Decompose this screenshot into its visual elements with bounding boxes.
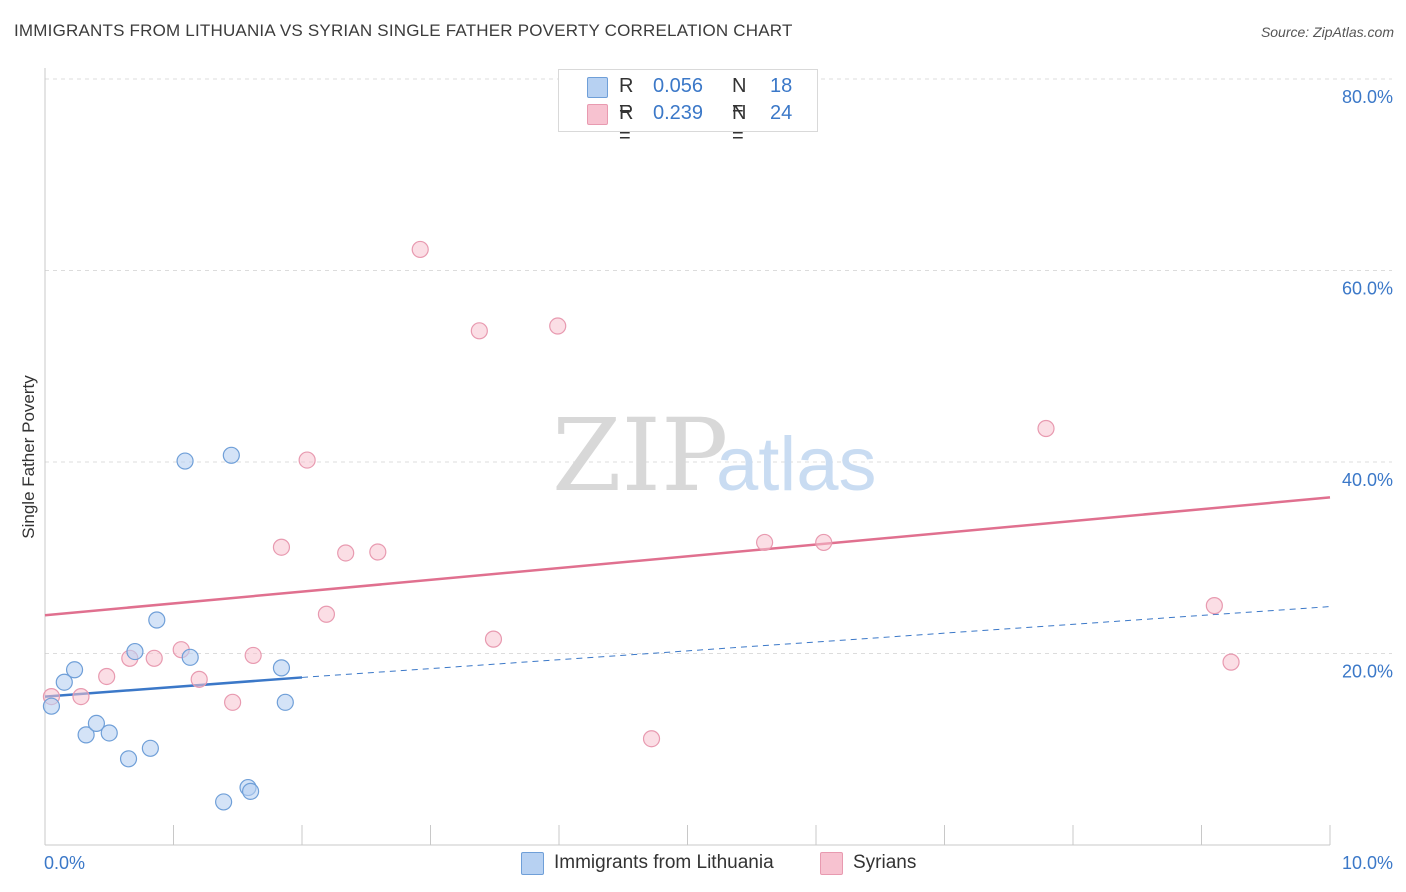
y-tick-label: 20.0% (1342, 662, 1393, 682)
trend-layer (44, 496, 1331, 698)
point-syrians (145, 649, 163, 667)
point-syrians (642, 730, 661, 748)
point-syrians (549, 317, 567, 335)
legend-swatch-pink (587, 104, 608, 125)
point-lithuania (276, 693, 294, 711)
legend-n-label: N = (732, 75, 747, 120)
x-tick-label: 0.0% (44, 853, 85, 873)
point-syrians (190, 670, 208, 688)
point-syrians (484, 630, 503, 648)
legend-r-value: 0.239 (653, 102, 704, 124)
y-tick-label: 40.0% (1342, 470, 1393, 490)
watermark-atlas: atlas (716, 422, 877, 507)
y-axis-label: Single Father Poverty (19, 375, 38, 539)
point-lithuania (119, 750, 138, 768)
point-lithuania (148, 611, 166, 629)
bottom-legend-swatch-blue (521, 852, 544, 875)
point-lithuania (77, 726, 95, 744)
point-lithuania (222, 446, 240, 464)
legend-r-label: R = (619, 75, 634, 120)
legend-r-label: R = (619, 102, 634, 147)
point-syrians (815, 533, 833, 552)
legend-r-value: 0.056 (653, 75, 704, 97)
legend-n-value: 24 (770, 102, 793, 124)
source-label: Source: ZipAtlas.com (1260, 24, 1394, 40)
point-layer (42, 240, 1240, 811)
legend-swatch-blue (587, 77, 608, 98)
point-lithuania (55, 673, 73, 691)
axis-layer (44, 68, 1330, 846)
point-syrians (98, 667, 116, 686)
bottom-legend-swatch-pink (820, 852, 843, 875)
point-syrians (470, 322, 488, 340)
point-lithuania (215, 793, 233, 811)
point-syrians (298, 451, 316, 469)
point-syrians (224, 693, 242, 711)
watermark: ZIP atlas (552, 397, 877, 514)
point-syrians (411, 240, 429, 259)
point-syrians (1037, 419, 1055, 438)
point-syrians (1222, 653, 1240, 671)
point-lithuania (65, 661, 84, 679)
bottom-legend-label: Syrians (853, 852, 917, 873)
trend-line-syrians (44, 496, 1331, 617)
point-lithuania (141, 739, 159, 757)
point-syrians (317, 605, 336, 623)
stats-legend: R = 0.056 N = 18 R = 0.239 N = 24 (558, 69, 818, 147)
point-syrians (72, 687, 90, 706)
point-lithuania (87, 714, 106, 732)
point-lithuania (272, 659, 291, 677)
point-syrians (755, 533, 774, 552)
watermark-zip: ZIP (552, 397, 728, 514)
grid-layer (45, 78, 1392, 845)
point-syrians (244, 646, 262, 665)
chart-title: IMMIGRANTS FROM LITHUANIA VS SYRIAN SING… (14, 21, 793, 40)
x-tick-label: 10.0% (1342, 853, 1393, 873)
point-lithuania (242, 782, 260, 800)
point-syrians (369, 543, 387, 561)
point-syrians (337, 544, 355, 562)
point-syrians (1205, 597, 1223, 615)
point-lithuania (181, 648, 199, 666)
trend-line-lithuania-dashed (301, 606, 1331, 678)
point-lithuania (126, 642, 144, 661)
point-lithuania (100, 724, 118, 742)
legend-n-value: 18 (770, 75, 793, 97)
point-lithuania (42, 697, 61, 715)
legend-n-label: N = (732, 102, 747, 147)
y-tick-label: 80.0% (1342, 87, 1393, 107)
y-tick-label: 60.0% (1342, 279, 1393, 299)
tick-layer: 20.0% 40.0% 60.0% 80.0% 0.0% 10.0% (44, 87, 1393, 873)
point-lithuania (176, 452, 194, 470)
point-syrians (272, 538, 291, 556)
bottom-legend-label: Immigrants from Lithuania (554, 852, 774, 873)
